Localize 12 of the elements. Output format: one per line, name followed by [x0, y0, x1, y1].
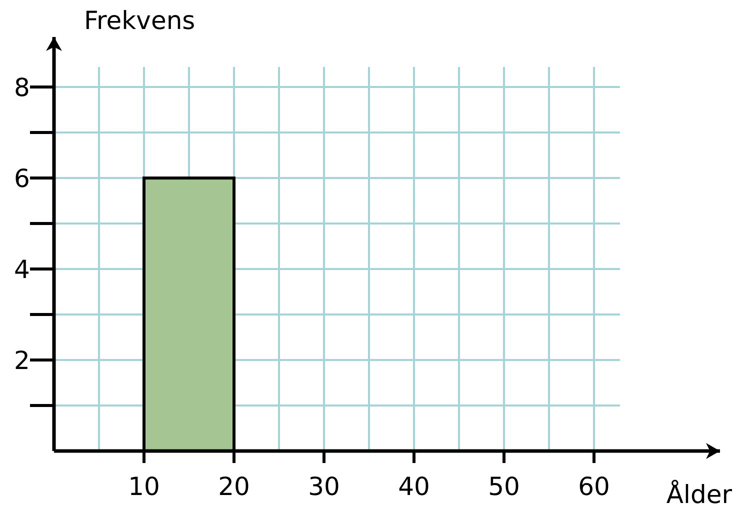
x-tick-label: 40 [398, 472, 430, 501]
y-tick-label: 2 [14, 346, 30, 376]
y-tick-label: 4 [14, 255, 30, 284]
x-tick-label: 30 [308, 472, 340, 501]
y-tick-label: 6 [14, 164, 30, 194]
x-tick-label: 50 [488, 472, 520, 501]
y-axis-title: Frekvens [84, 6, 196, 35]
x-tick-label: 60 [578, 472, 610, 501]
x-tick-label: 20 [218, 472, 250, 501]
x-axis-title: Ålder [666, 479, 733, 509]
x-tick-label: 10 [128, 472, 160, 501]
y-tick-label: 8 [14, 73, 30, 102]
